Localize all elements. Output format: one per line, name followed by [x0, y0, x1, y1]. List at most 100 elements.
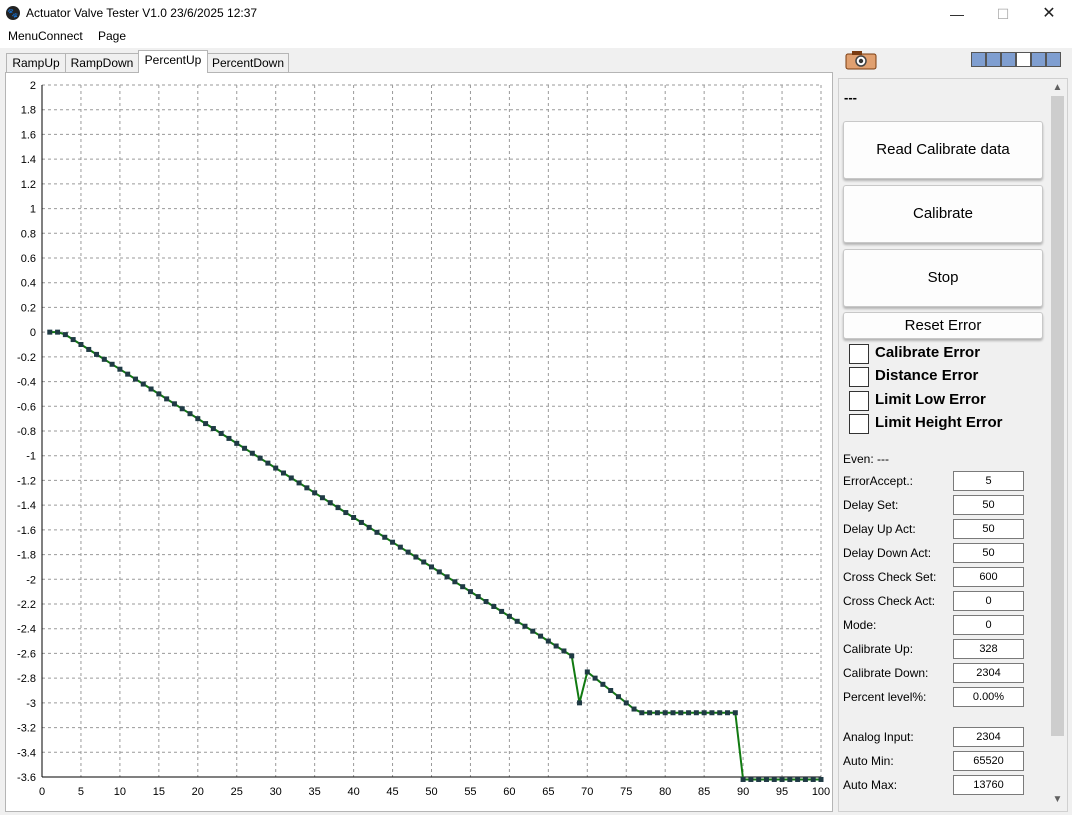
menu-page[interactable]: Page	[98, 29, 127, 43]
indicator-led	[1046, 52, 1061, 67]
checkbox-icon[interactable]	[849, 367, 869, 387]
field-auto-min: Auto Min: 65520	[843, 751, 1043, 771]
field-input[interactable]: 50	[953, 543, 1024, 563]
field-input[interactable]: 0	[953, 615, 1024, 635]
x-tick-label: 80	[659, 786, 671, 798]
field-input[interactable]: 0	[953, 591, 1024, 611]
data-point	[351, 515, 357, 520]
field-input[interactable]: 2304	[953, 663, 1024, 683]
x-tick-label: 35	[309, 786, 321, 798]
x-tick-label: 100	[812, 786, 830, 798]
data-point	[545, 638, 551, 644]
data-point	[577, 700, 583, 706]
y-tick-label: -1	[26, 451, 36, 463]
maximize-button[interactable]: ☐	[996, 6, 1010, 22]
x-tick-label: 50	[425, 786, 437, 798]
menu-connect[interactable]: MenuConnect	[8, 29, 83, 43]
scroll-up-icon[interactable]: ▲	[1052, 82, 1063, 93]
indicator-led	[986, 52, 1001, 67]
data-point	[164, 396, 170, 402]
y-tick-label: -3.6	[17, 772, 36, 784]
checkbox-icon[interactable]	[849, 344, 869, 364]
data-point	[171, 401, 177, 407]
close-button[interactable]: ✕	[1042, 5, 1056, 22]
data-point	[608, 688, 614, 693]
data-point	[94, 351, 100, 357]
field-input[interactable]: 5	[953, 471, 1024, 491]
field-input[interactable]: 328	[953, 639, 1024, 659]
data-point	[140, 381, 146, 387]
menu-bar: MenuConnect Page	[0, 28, 1072, 48]
data-point	[522, 623, 528, 629]
data-point	[787, 776, 793, 782]
field-input[interactable]: 2304	[953, 727, 1024, 747]
tab-percentdown[interactable]: PercentDown	[207, 53, 289, 72]
checkbox-icon[interactable]	[849, 391, 869, 411]
data-point	[382, 534, 388, 540]
scrollbar-thumb[interactable]	[1051, 96, 1064, 736]
data-point	[109, 361, 115, 367]
field-input[interactable]: 600	[953, 567, 1024, 587]
tab-rampup[interactable]: RampUp	[6, 53, 66, 72]
data-point	[639, 710, 645, 716]
y-tick-label: 0	[30, 327, 36, 339]
data-point	[242, 445, 248, 451]
data-point	[148, 386, 154, 392]
data-point	[771, 776, 777, 782]
y-tick-label: 1.2	[21, 179, 36, 191]
field-error-accept: ErrorAccept.: 5	[843, 471, 1043, 491]
data-point	[280, 470, 286, 476]
y-tick-label: 1	[30, 204, 36, 216]
data-point	[538, 633, 544, 639]
data-point	[647, 710, 653, 716]
field-cross-check-set: Cross Check Set: 600	[843, 567, 1043, 587]
y-tick-label: -1.4	[17, 500, 36, 512]
data-point	[288, 475, 294, 481]
y-tick-label: -1.2	[17, 475, 36, 487]
y-tick-label: -3	[26, 698, 36, 710]
camera-icon[interactable]	[844, 50, 878, 70]
y-tick-label: -2	[26, 574, 36, 586]
stop-button[interactable]: Stop	[843, 249, 1043, 307]
scroll-down-icon[interactable]: ▼	[1052, 794, 1063, 805]
x-tick-label: 0	[39, 786, 45, 798]
calibrate-button[interactable]: Calibrate	[843, 185, 1043, 243]
data-point	[662, 710, 668, 716]
data-point	[257, 455, 263, 461]
app-icon: 🐾	[6, 6, 20, 20]
y-tick-label: -1.8	[17, 550, 36, 562]
tab-rampdown[interactable]: RampDown	[65, 53, 139, 72]
field-label: Delay Down Act:	[843, 546, 932, 560]
reset-error-button[interactable]: Reset Error	[843, 312, 1043, 339]
field-input[interactable]: 50	[953, 519, 1024, 539]
data-point	[429, 564, 434, 570]
y-tick-label: -3.4	[17, 747, 36, 759]
y-tick-label: -0.6	[17, 401, 36, 413]
y-tick-label: 1.8	[21, 105, 36, 117]
y-tick-label: -2.8	[17, 673, 36, 685]
field-input[interactable]: 50	[953, 495, 1024, 515]
data-point	[125, 371, 131, 377]
data-point	[717, 710, 723, 716]
tab-percentup[interactable]: PercentUp	[138, 50, 208, 73]
data-point	[623, 700, 629, 706]
field-input[interactable]: 0.00%	[953, 687, 1024, 707]
field-label: Delay Set:	[843, 498, 899, 512]
x-tick-label: 45	[386, 786, 398, 798]
data-point	[358, 519, 364, 525]
data-point	[670, 710, 676, 716]
x-tick-label: 40	[347, 786, 359, 798]
chart-panel: 0 5 10 15 20 25 30 35 40 45 50 55 60 65 70 75 80 85 90 95 10…	[5, 72, 833, 812]
data-point	[693, 710, 699, 716]
field-input[interactable]: 65520	[953, 751, 1024, 771]
read-calibrate-button[interactable]: Read Calibrate data	[843, 121, 1043, 179]
field-mode: Mode: 0	[843, 615, 1043, 635]
minimize-button[interactable]: —	[950, 6, 964, 22]
data-point	[678, 710, 684, 716]
field-label: Calibrate Down:	[843, 666, 929, 680]
data-point	[413, 554, 419, 560]
checkbox-label: Limit Low Error	[875, 391, 986, 408]
field-input[interactable]: 13760	[953, 775, 1024, 795]
checkbox-icon[interactable]	[849, 414, 869, 434]
field-calibrate-down: Calibrate Down: 2304	[843, 663, 1043, 683]
